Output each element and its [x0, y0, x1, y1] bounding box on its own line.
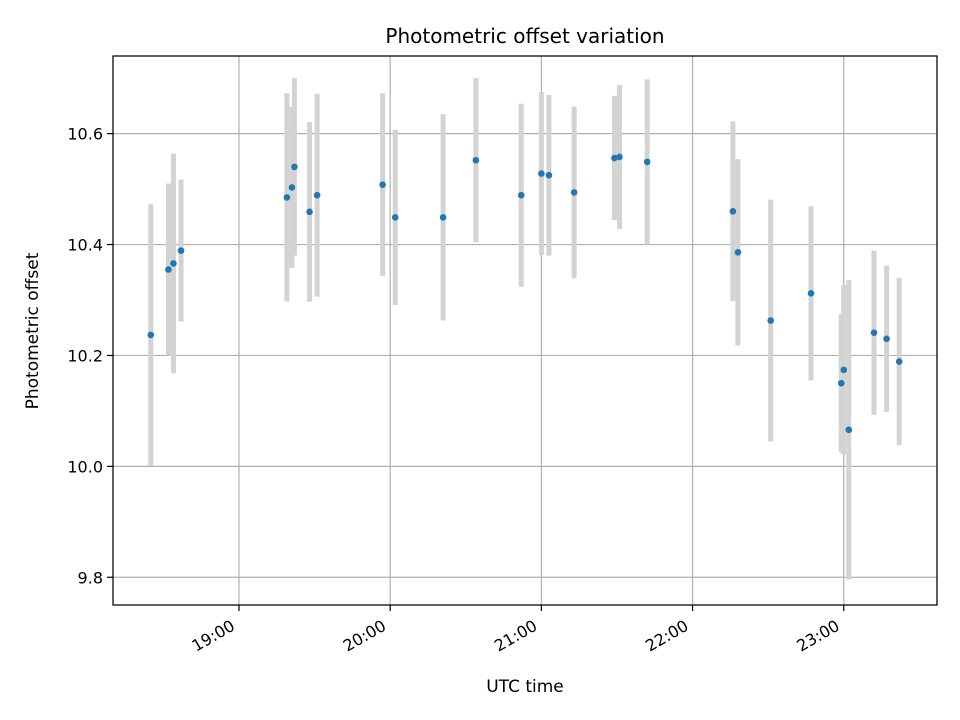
data-point: [391, 214, 399, 221]
data-points: [147, 153, 903, 434]
y-axis-ticks: 9.8 10.0 10.2 10.4 10.6: [67, 125, 113, 587]
data-point: [837, 379, 845, 387]
y-tick-label: 9.8: [78, 568, 103, 587]
data-point: [611, 154, 618, 162]
data-point: [170, 260, 177, 267]
y-tick-label: 10.6: [67, 125, 103, 144]
data-point: [379, 181, 386, 188]
data-point: [883, 335, 890, 343]
data-point: [288, 184, 296, 191]
y-tick-label: 10.2: [67, 346, 103, 365]
data-point: [538, 170, 545, 177]
data-point: [165, 266, 172, 273]
data-point: [306, 208, 313, 216]
data-point: [895, 358, 903, 365]
data-point: [283, 194, 291, 201]
plot-frame: [112, 55, 938, 606]
data-point: [845, 426, 853, 434]
data-point: [870, 329, 878, 337]
data-point: [840, 366, 848, 374]
data-point: [439, 214, 447, 221]
y-tick-label: 10.0: [67, 457, 103, 476]
data-point: [807, 290, 815, 297]
data-point: [147, 331, 155, 339]
data-point: [545, 171, 553, 179]
x-axis-title: UTC time: [486, 677, 564, 697]
data-point: [291, 163, 298, 171]
data-point: [177, 247, 185, 254]
data-point: [643, 158, 651, 166]
y-tick-label: 10.4: [67, 236, 103, 255]
data-point: [734, 249, 742, 256]
data-point: [616, 153, 623, 161]
y-axis-title: Photometric offset: [23, 252, 43, 409]
data-point: [517, 191, 525, 199]
data-point: [729, 207, 737, 215]
data-point: [313, 191, 321, 199]
data-point: [472, 156, 480, 164]
data-point: [570, 189, 578, 196]
data-point: [767, 317, 774, 324]
chart-title: Photometric offset variation: [385, 24, 664, 48]
